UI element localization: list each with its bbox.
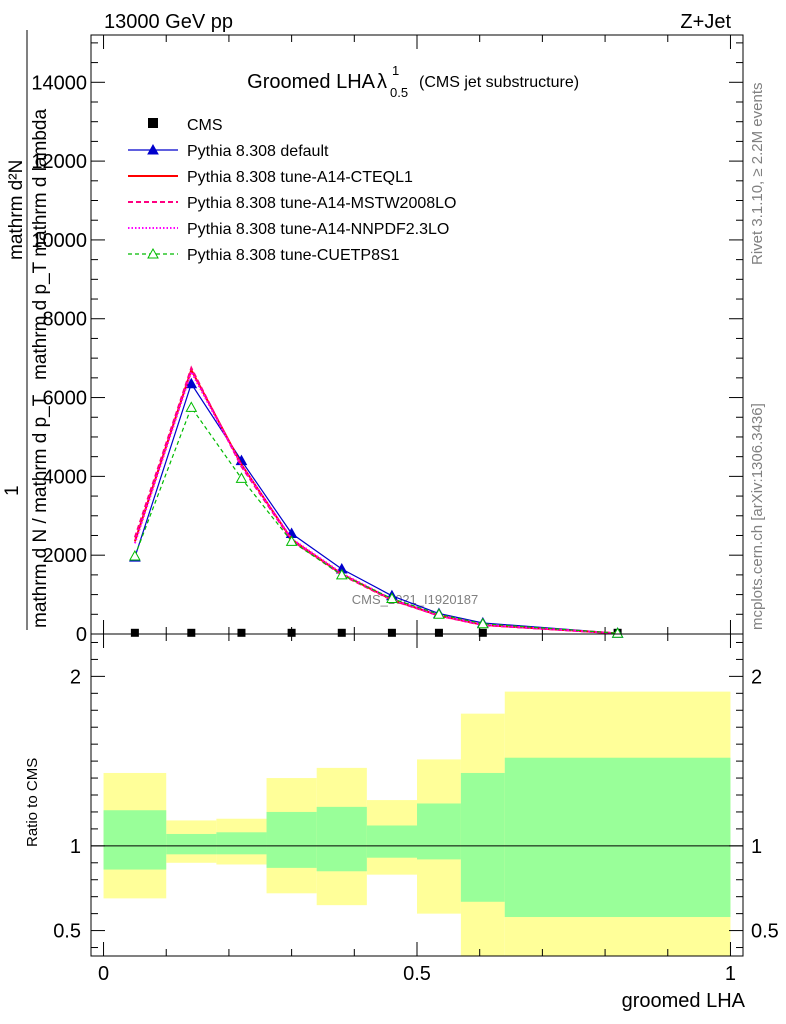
plot-title: Groomed LHA λ 1 0.5 (CMS jet substructur… bbox=[247, 63, 579, 100]
data-point bbox=[130, 628, 139, 637]
x-tick-label: 0 bbox=[98, 963, 109, 985]
data-point bbox=[285, 535, 298, 546]
data-point bbox=[387, 628, 396, 637]
ratio-inner-band bbox=[504, 757, 731, 918]
legend-item: Pythia 8.308 tune-CUETP8S1 bbox=[128, 247, 400, 264]
legend-marker bbox=[147, 143, 159, 155]
ratio-y-tick-label-right: 0.5 bbox=[751, 921, 779, 943]
ratio-inner-band bbox=[366, 825, 417, 858]
main-y-tick-label: 6000 bbox=[43, 388, 88, 410]
main-y-tick-label: 8000 bbox=[43, 309, 88, 331]
ratio-inner-band bbox=[266, 811, 317, 868]
main-y-tick-label: 2000 bbox=[43, 545, 88, 567]
data-point bbox=[185, 401, 198, 412]
ratio-inner-band bbox=[216, 832, 267, 855]
main-y-tick-label: 4000 bbox=[43, 466, 88, 488]
data-point bbox=[129, 549, 141, 561]
ratio-y-tick-label-right: 2 bbox=[751, 666, 762, 688]
ratio-y-tick-label-right: 1 bbox=[751, 836, 762, 858]
x-tick-label: 0.5 bbox=[403, 963, 431, 985]
y-label-tail: mathrm d N / mathrm d p_T bbox=[30, 394, 51, 628]
data-point bbox=[434, 628, 443, 637]
ratio-panel: 0.5 0.51 12 2 0 0.5 1 Ratio to CMS groomed LH… bbox=[24, 633, 779, 1012]
main-y-tick-label: 0 bbox=[76, 624, 87, 646]
data-point bbox=[386, 592, 398, 604]
header-left: 13000 GeV pp bbox=[104, 11, 233, 33]
legend-label: Pythia 8.308 tune-A14-NNPDF2.3LO bbox=[187, 221, 449, 238]
header-right: Z+Jet bbox=[680, 11, 731, 33]
data-point bbox=[237, 628, 246, 637]
x-tick-labels: 0 0.5 1 bbox=[98, 963, 736, 985]
data-point bbox=[335, 568, 348, 580]
data-point bbox=[476, 617, 489, 629]
main-y-tick-label: 14000 bbox=[31, 72, 87, 94]
legend-label: CMS bbox=[187, 117, 223, 134]
data-point bbox=[611, 627, 624, 638]
ratio-inner-band bbox=[103, 810, 167, 870]
series-pythia-8-308-tune-cuetp8s1 bbox=[129, 401, 624, 638]
main-y-tick-label: 12000 bbox=[31, 151, 87, 173]
data-point bbox=[337, 628, 346, 637]
data-point bbox=[433, 608, 445, 619]
mcplots-label: mcplots.cern.ch [arXiv:1306.3436] bbox=[749, 403, 766, 630]
legend-item: Pythia 8.308 tune-A14-CTEQL1 bbox=[128, 169, 413, 186]
y-label-prefix: 1 bbox=[2, 485, 23, 496]
x-tick-label: 1 bbox=[725, 963, 736, 985]
main-y-tick-labels: 0 2000 4000 6000 8000 10000 12000 14000 bbox=[31, 72, 87, 646]
ratio-y-tick-label: 1 bbox=[70, 836, 81, 858]
data-point bbox=[478, 628, 487, 637]
y-label-denominator: mathrm d p_T mathrm d lambda bbox=[30, 109, 51, 380]
ratio-inner-band bbox=[460, 772, 505, 902]
main-series bbox=[129, 365, 624, 638]
rivet-label: Rivet 3.1.10, ≥ 2.2M events bbox=[749, 83, 766, 266]
data-point bbox=[235, 472, 248, 483]
title-sub: 0.5 bbox=[390, 85, 408, 100]
legend-marker bbox=[147, 247, 159, 259]
legend-label: Pythia 8.308 tune-CUETP8S1 bbox=[187, 247, 400, 264]
ratio-y-tick-label: 0.5 bbox=[53, 921, 81, 943]
legend-label: Pythia 8.308 tune-A14-MSTW2008LO bbox=[187, 195, 456, 212]
main-ticks bbox=[91, 35, 743, 635]
title-sup: 1 bbox=[392, 63, 399, 78]
title-suffix: (CMS jet substructure) bbox=[419, 74, 579, 91]
y-label-numerator: mathrm d²N bbox=[6, 160, 27, 260]
title-lambda: λ bbox=[377, 71, 387, 93]
legend-item: Pythia 8.308 tune-A14-MSTW2008LO bbox=[128, 195, 456, 212]
ratio-y-label: Ratio to CMS bbox=[24, 758, 41, 847]
data-point bbox=[185, 377, 198, 389]
main-y-tick-label: 10000 bbox=[31, 230, 87, 252]
title-main: Groomed LHA bbox=[247, 71, 375, 93]
main-y-label: mathrm d²N mathrm d p_T mathrm d lambda … bbox=[2, 30, 51, 630]
legend-item: Pythia 8.308 tune-A14-NNPDF2.3LO bbox=[128, 221, 449, 238]
legend-item: Pythia 8.308 default bbox=[128, 143, 329, 160]
legend-label: Pythia 8.308 default bbox=[187, 143, 329, 160]
legend-item: CMS bbox=[148, 117, 223, 134]
x-axis-label: groomed LHA bbox=[622, 990, 746, 1012]
legend: CMS Pythia 8.308 default Pythia 8.308 tune… bbox=[128, 117, 456, 264]
ratio-inner-band bbox=[166, 833, 217, 855]
ratio-y-tick-labels: 0.5 0.5 1 1 2 2 bbox=[53, 666, 779, 942]
data-point bbox=[187, 628, 196, 637]
data-point bbox=[287, 628, 296, 637]
legend-marker bbox=[148, 118, 158, 128]
legend-label: Pythia 8.308 tune-A14-CTEQL1 bbox=[187, 169, 413, 186]
ratio-inner-band bbox=[417, 803, 461, 860]
ratio-y-tick-label: 2 bbox=[70, 666, 81, 688]
ratio-bands bbox=[103, 691, 731, 956]
ratio-ticks bbox=[91, 634, 743, 956]
ratio-inner-band bbox=[316, 806, 367, 872]
